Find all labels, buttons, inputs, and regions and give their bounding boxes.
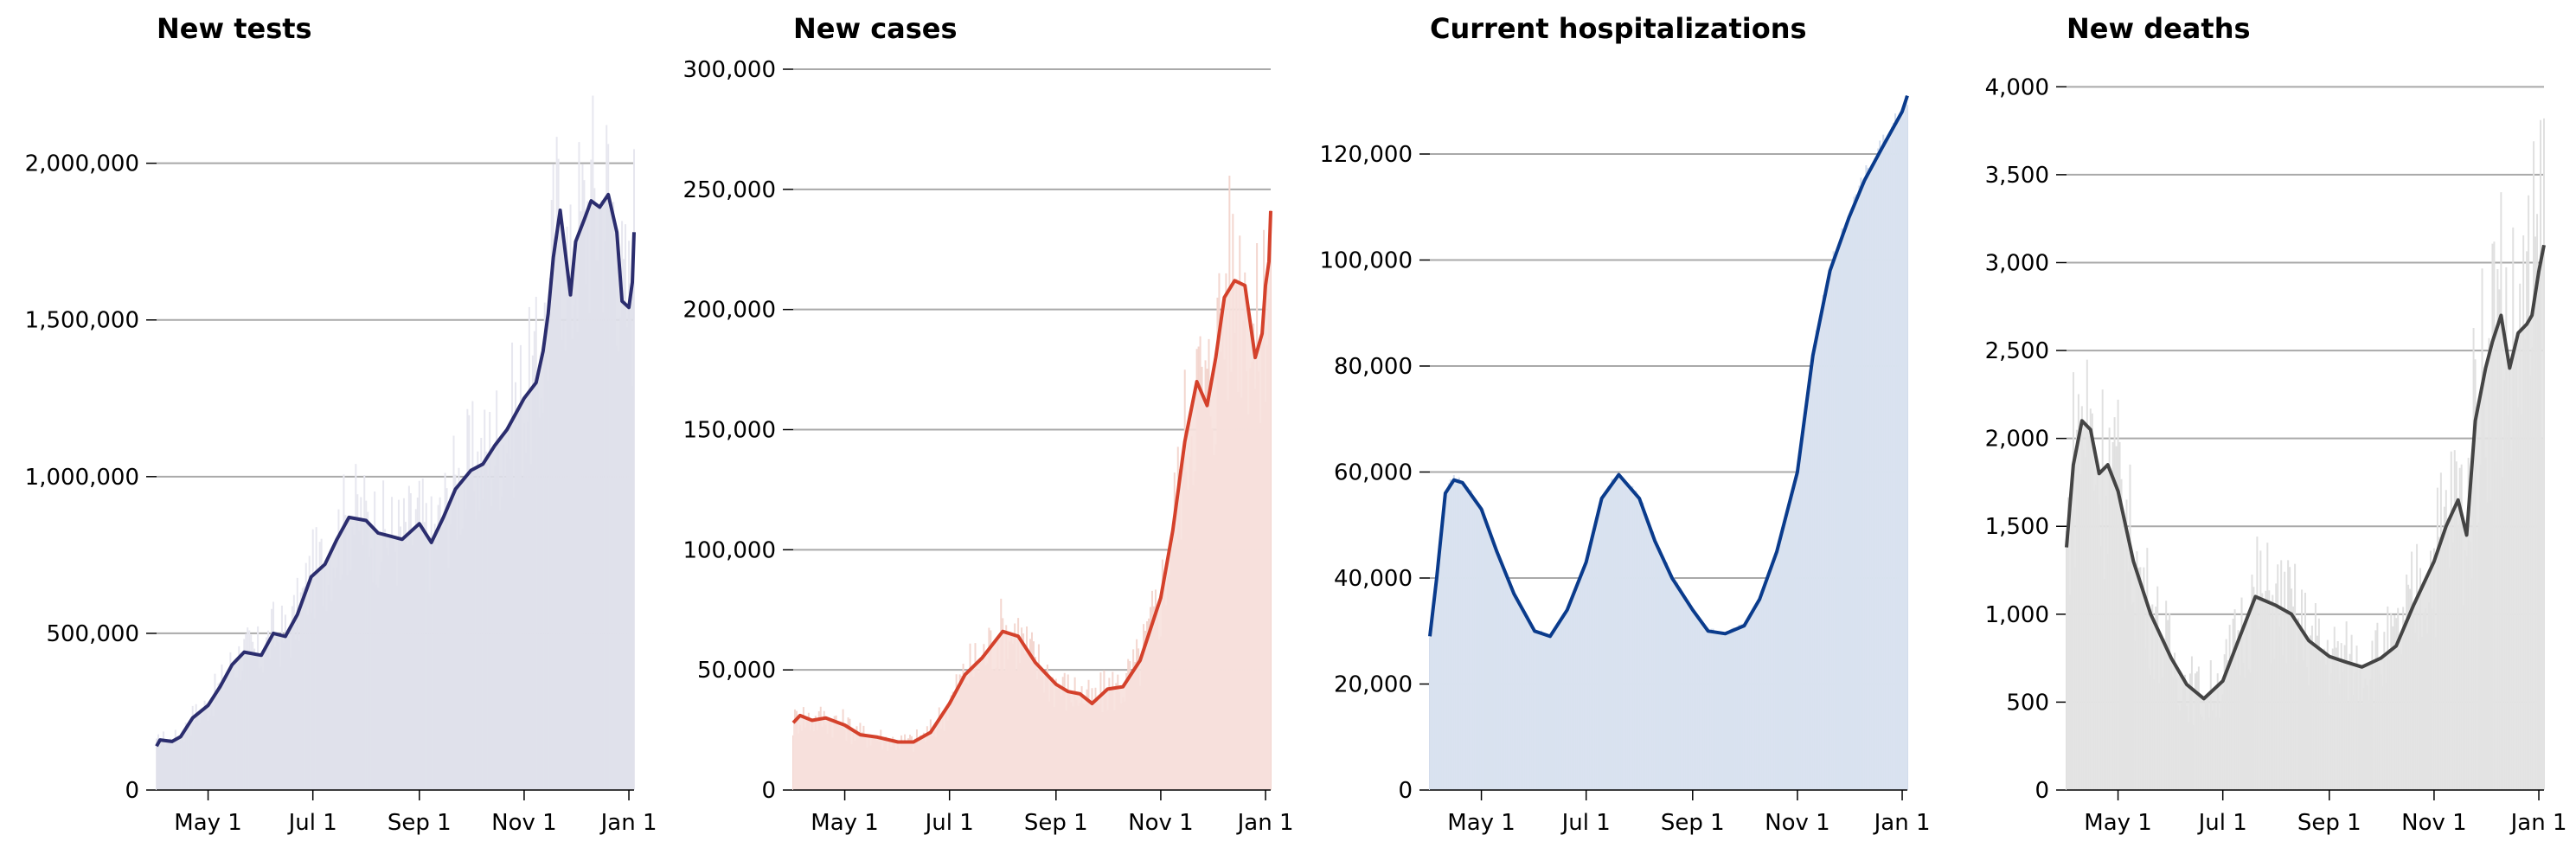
x-tick-label: May 1 [174, 810, 242, 836]
x-tick-label: Jan 1 [1236, 810, 1294, 836]
area-fill [793, 210, 1271, 791]
series-line [1428, 94, 1909, 639]
y-tick-label: 100,000 [682, 537, 776, 563]
x-tick-label: May 1 [811, 810, 879, 836]
series-line [155, 192, 636, 748]
y-tick-label: 0 [761, 778, 776, 804]
x-tick-label: Nov 1 [1765, 810, 1830, 836]
y-tick-label: 60,000 [1334, 460, 1413, 486]
series-line [2065, 244, 2546, 701]
y-tick-label: 150,000 [682, 418, 776, 444]
x-tick-label: May 1 [1447, 810, 1515, 836]
x-tick-label: Jan 1 [2509, 810, 2567, 836]
y-tick-label: 1,500 [1985, 514, 2049, 540]
y-tick-label: 80,000 [1334, 354, 1413, 380]
y-tick-label: 1,000,000 [25, 465, 139, 491]
x-tick-label: Sep 1 [1024, 810, 1088, 836]
chart-title: New cases [793, 12, 958, 45]
y-tick-label: 120,000 [1319, 142, 1413, 168]
chart-title: New tests [157, 12, 312, 45]
y-tick-label: 40,000 [1334, 566, 1413, 592]
y-tick-label: 3,500 [1985, 163, 2049, 189]
area-fill [2067, 245, 2544, 790]
y-tick-label: 500,000 [46, 621, 139, 647]
x-tick-label: Nov 1 [1128, 810, 1194, 836]
y-tick-label: 200,000 [682, 298, 776, 324]
y-tick-label: 1,500,000 [25, 308, 139, 334]
y-tick-label: 0 [1398, 778, 1413, 804]
x-tick-label: Jul 1 [1560, 810, 1611, 836]
x-tick-label: Sep 1 [2297, 810, 2361, 836]
area-fill [1430, 95, 1907, 791]
y-tick-label: 20,000 [1334, 672, 1413, 698]
chart-title: Current hospitalizations [1430, 12, 1807, 45]
chart-title: New deaths [2067, 12, 2251, 45]
y-tick-label: 0 [125, 778, 139, 804]
y-tick-label: 3,000 [1985, 250, 2049, 276]
area-fill [157, 194, 634, 790]
chart-panel-2: New cases 0 50,000 100,000 150,000 200,000 250… [682, 12, 1293, 836]
y-tick-label: 2,000 [1985, 427, 2049, 453]
y-tick-label: 250,000 [682, 177, 776, 203]
y-tick-label: 2,000,000 [25, 151, 139, 177]
x-tick-label: Nov 1 [2401, 810, 2467, 836]
x-tick-label: Jul 1 [287, 810, 337, 836]
y-tick-label: 1,000 [1985, 602, 2049, 628]
x-tick-label: Jan 1 [599, 810, 657, 836]
x-tick-label: Nov 1 [491, 810, 557, 836]
y-tick-label: 500 [2006, 690, 2049, 716]
y-tick-label: 300,000 [682, 57, 776, 83]
chart-panel-1: New tests 0 500,000 1,000,000 1,500,000 2,000… [25, 12, 657, 836]
series-line [791, 210, 1272, 744]
y-tick-label: 50,000 [697, 658, 776, 684]
y-tick-label: 2,500 [1985, 338, 2049, 364]
x-tick-label: Jan 1 [1873, 810, 1931, 836]
x-tick-label: Jul 1 [924, 810, 974, 836]
chart-panel-4: New deaths 0 500 1,000 1,500 2,000 2,500 3,000 3… [1985, 12, 2567, 836]
chart-panel-3: Current hospitalizations 0 20,000 40,000 60,… [1319, 12, 1930, 836]
x-tick-label: Sep 1 [388, 810, 452, 836]
y-tick-label: 100,000 [1319, 248, 1413, 274]
y-tick-label: 0 [2035, 778, 2049, 804]
y-tick-label: 4,000 [1985, 74, 2049, 100]
x-tick-label: Sep 1 [1661, 810, 1725, 836]
x-tick-label: Jul 1 [2197, 810, 2247, 836]
x-tick-label: May 1 [2084, 810, 2152, 836]
